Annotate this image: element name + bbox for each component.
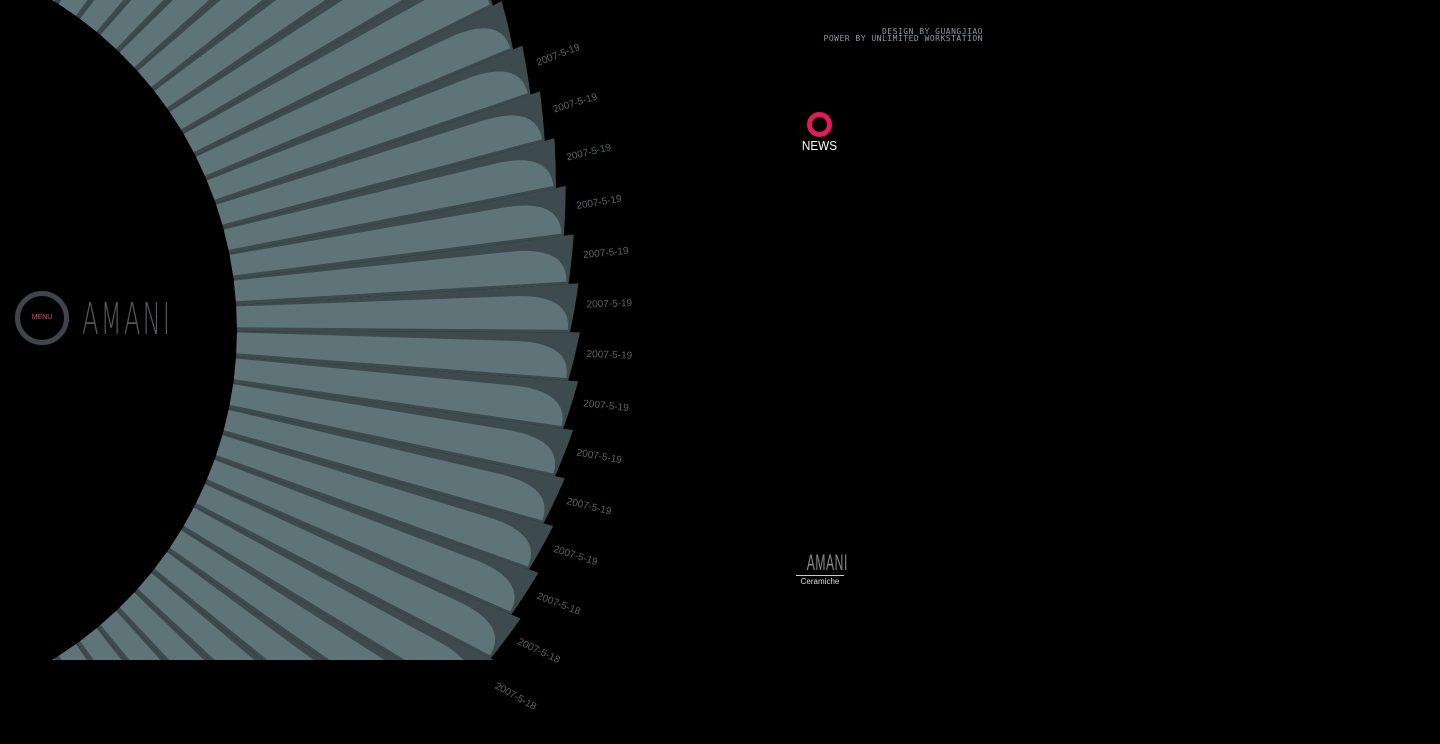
fan-blade[interactable] xyxy=(119,592,204,661)
news-date-label[interactable]: 2007-5-19 xyxy=(552,91,599,115)
fan-blade[interactable] xyxy=(223,160,554,250)
fan-blade[interactable] xyxy=(196,484,496,656)
fan-blade[interactable] xyxy=(229,384,555,474)
fan-blade[interactable] xyxy=(52,658,56,660)
fan-blade[interactable] xyxy=(169,530,385,660)
news-date-label[interactable]: 2007-5-19 xyxy=(565,142,612,163)
fan-blade[interactable] xyxy=(196,28,511,176)
fan-blade[interactable] xyxy=(206,71,528,200)
fan-blade[interactable] xyxy=(119,0,210,68)
footer-sub: Ceramiche xyxy=(796,575,844,586)
power-credit: POWER BY UNLIMITED WORKSTATION xyxy=(823,34,983,43)
fan-blade[interactable] xyxy=(100,0,164,49)
footer-logo[interactable]: AMANI Ceramiche xyxy=(796,550,848,586)
fan-blade[interactable] xyxy=(233,358,563,427)
fan-blade[interactable] xyxy=(52,0,55,2)
fan-blade[interactable] xyxy=(236,296,569,330)
news-ring-icon xyxy=(806,112,832,137)
fan-blade[interactable] xyxy=(223,409,545,521)
news-date-label[interactable]: 2007-5-19 xyxy=(583,398,630,414)
fan-blade[interactable] xyxy=(58,0,88,16)
credits: DESIGN BY GUANGJIAO POWER BY UNLIMITED W… xyxy=(823,27,984,43)
menu-button[interactable]: MENU xyxy=(15,291,69,345)
news-date-label[interactable]: 2007-5-19 xyxy=(586,298,632,310)
fan-blade[interactable] xyxy=(207,459,515,612)
menu-label: MENU xyxy=(31,314,53,321)
fan-blade[interactable] xyxy=(80,628,122,660)
fan-blade[interactable] xyxy=(183,0,490,153)
fan-blade[interactable] xyxy=(80,0,124,32)
news-date-label[interactable]: 2007-5-19 xyxy=(576,194,623,212)
news-date-label[interactable]: 2007-5-19 xyxy=(565,496,612,518)
fan-blade[interactable] xyxy=(154,0,326,108)
news-button[interactable]: NEWS xyxy=(800,112,838,153)
news-date-label[interactable]: 2007-5-19 xyxy=(583,246,630,261)
fan-blade[interactable] xyxy=(229,205,562,276)
news-date-label[interactable]: 2007-5-19 xyxy=(586,349,632,362)
design-credit: DESIGN BY GUANGJIAO xyxy=(881,27,983,36)
fan-blade[interactable] xyxy=(216,115,543,225)
fan-blade[interactable] xyxy=(216,435,532,567)
news-label: NEWS xyxy=(801,138,837,153)
news-date-label[interactable]: 2007-5-18 xyxy=(493,681,539,713)
fan-blade[interactable] xyxy=(169,0,402,130)
footer-brand: AMANI xyxy=(806,550,848,575)
news-date-label[interactable]: 2007-5-19 xyxy=(552,544,599,568)
news-date-label[interactable]: 2007-5-18 xyxy=(535,591,582,618)
fan-blade[interactable] xyxy=(154,552,314,660)
news-date-label[interactable]: 2007-5-19 xyxy=(576,448,623,467)
fan-blade[interactable] xyxy=(137,572,255,660)
fan-blade[interactable] xyxy=(183,507,464,660)
fan-blade[interactable] xyxy=(137,0,263,87)
fan-blade[interactable] xyxy=(233,250,567,302)
news-date-label[interactable]: 2007-5-18 xyxy=(516,637,562,667)
fan-blade[interactable] xyxy=(100,611,161,660)
news-date-label[interactable]: 2007-5-19 xyxy=(535,42,582,69)
amani-logo: AMANI xyxy=(82,294,173,345)
fan-blade[interactable] xyxy=(236,332,567,379)
fan-blade[interactable] xyxy=(58,644,87,660)
